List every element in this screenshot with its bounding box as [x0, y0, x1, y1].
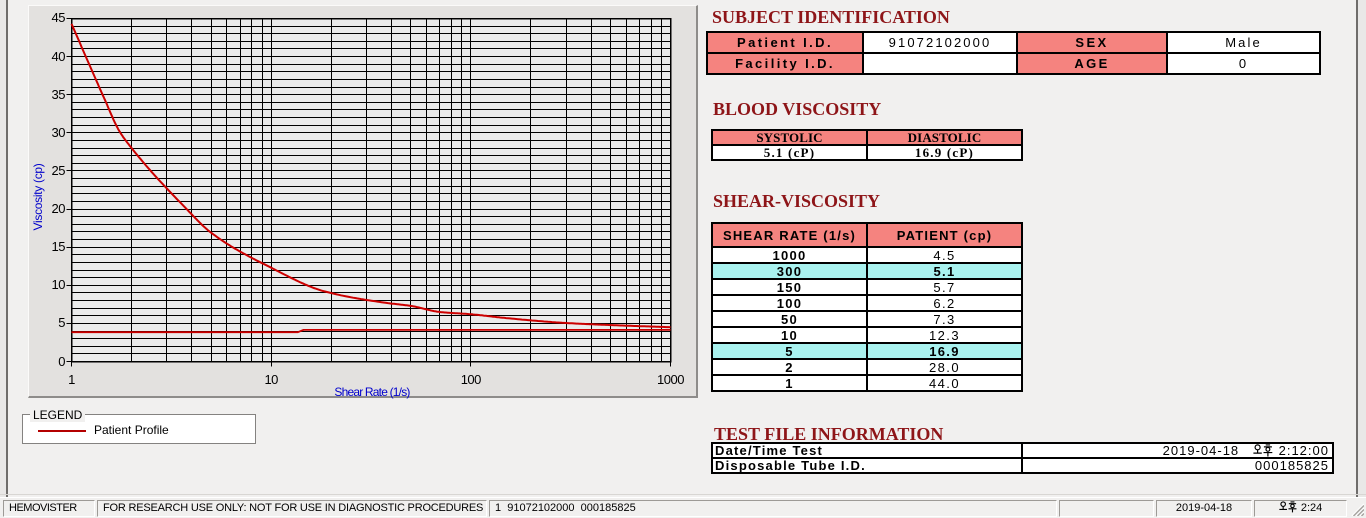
svg-text:1000: 1000	[657, 372, 684, 387]
svg-text:10: 10	[264, 372, 278, 387]
svg-text:15: 15	[52, 239, 66, 254]
svg-text:40: 40	[52, 49, 66, 64]
svg-text:100: 100	[461, 372, 481, 387]
svg-text:25: 25	[52, 163, 66, 178]
svg-text:Shear Rate (1/s): Shear Rate (1/s)	[334, 385, 410, 399]
svg-text:35: 35	[52, 87, 66, 102]
svg-text:Viscosity (cp): Viscosity (cp)	[31, 163, 45, 230]
svg-text:0: 0	[58, 354, 65, 369]
svg-text:20: 20	[52, 201, 66, 216]
svg-text:45: 45	[52, 10, 66, 25]
svg-text:10: 10	[52, 277, 66, 292]
svg-text:1: 1	[68, 372, 75, 387]
svg-text:30: 30	[52, 125, 66, 140]
svg-text:5: 5	[58, 315, 65, 330]
